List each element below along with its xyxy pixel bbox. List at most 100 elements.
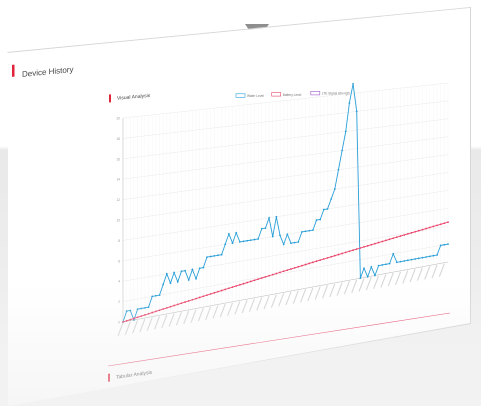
- data-point: [173, 304, 176, 307]
- data-point: [330, 198, 333, 200]
- data-point: [257, 238, 260, 240]
- data-point: [381, 264, 384, 266]
- data-point: [257, 278, 260, 281]
- data-point: [301, 264, 303, 267]
- data-point: [169, 305, 172, 308]
- data-point: [319, 218, 322, 221]
- data-point: [326, 208, 329, 210]
- data-point: [315, 219, 318, 221]
- data-point: [271, 235, 274, 238]
- data-point: [417, 257, 420, 260]
- data-point: [417, 229, 420, 232]
- data-point: [162, 308, 165, 310]
- data-point: [217, 254, 219, 257]
- data-point: [224, 243, 227, 246]
- data-point: [403, 260, 406, 262]
- y-tick-label: 8: [118, 239, 120, 243]
- legend-item: Battery Level: [271, 92, 302, 97]
- data-point: [282, 243, 285, 246]
- data-point: [297, 265, 300, 268]
- x-tick-label: [146, 317, 153, 331]
- x-tick-label: [212, 305, 219, 319]
- data-point: [421, 228, 424, 231]
- data-point: [403, 234, 406, 236]
- legend-label: Battery Level: [283, 93, 302, 97]
- x-tick-label: [358, 278, 365, 292]
- data-point: [238, 241, 241, 243]
- data-point: [304, 230, 307, 233]
- data-point: [173, 271, 176, 274]
- chart-legend: Water Level Battery Level LTE Signal Stren…: [235, 91, 350, 98]
- data-point: [169, 282, 172, 285]
- visual-accent-bar: [109, 94, 111, 103]
- data-point: [191, 298, 194, 301]
- data-point: [275, 215, 278, 218]
- data-point: [344, 251, 347, 254]
- data-point: [392, 237, 395, 240]
- data-point: [366, 275, 369, 278]
- data-point: [246, 239, 249, 242]
- data-point: [293, 241, 296, 244]
- data-point: [322, 258, 325, 260]
- x-tick-label: [278, 293, 285, 307]
- data-point: [184, 301, 186, 303]
- data-point: [125, 319, 128, 322]
- x-tick-label: [175, 312, 182, 326]
- section-tabular-title: Tabular Analysis: [116, 370, 153, 381]
- data-point: [377, 264, 380, 267]
- data-point: [385, 263, 387, 266]
- data-point: [436, 224, 438, 227]
- data-point: [293, 266, 296, 269]
- data-point: [421, 256, 424, 259]
- data-point: [377, 241, 380, 244]
- data-point: [348, 250, 351, 253]
- x-tick-label: [263, 295, 270, 310]
- data-point: [220, 289, 223, 292]
- data-point: [399, 235, 402, 237]
- x-tick-label: [190, 309, 197, 323]
- data-point: [136, 308, 139, 311]
- data-point: [220, 253, 223, 256]
- data-point: [154, 310, 157, 313]
- data-point: [374, 242, 376, 245]
- x-tick-label: [300, 289, 307, 303]
- line-chart: 0 2 4 6 8 10 12 14 16 18 20: [116, 82, 449, 337]
- grid-line-h: [122, 190, 449, 241]
- data-point: [122, 321, 124, 323]
- y-tick-label: 16: [116, 157, 120, 161]
- x-tick-label: [321, 285, 329, 299]
- data-point: [151, 311, 154, 314]
- data-point: [447, 221, 449, 224]
- data-point: [158, 309, 161, 312]
- data-point: [231, 286, 234, 289]
- data-point: [286, 233, 289, 236]
- data-point: [271, 273, 274, 276]
- x-tick-label: [402, 270, 409, 284]
- data-point: [326, 256, 329, 259]
- data-point: [227, 287, 230, 290]
- data-point: [176, 281, 179, 283]
- y-tick-label: 20: [116, 117, 120, 121]
- x-tick-label: [227, 302, 234, 316]
- x-tick-label: [380, 274, 387, 288]
- data-point: [129, 309, 132, 312]
- legend-item: LTE Signal Strength: [310, 91, 350, 96]
- data-point: [224, 288, 227, 291]
- data-point: [311, 229, 314, 232]
- data-point: [374, 274, 376, 277]
- x-tick-label: [270, 294, 277, 308]
- data-point: [264, 275, 267, 278]
- data-point: [425, 227, 427, 230]
- data-point: [432, 254, 435, 257]
- x-tick-label: [183, 310, 190, 325]
- x-tick-label: [139, 318, 146, 333]
- data-point: [249, 239, 252, 242]
- x-tick-label: [409, 268, 416, 283]
- x-tick-label: [219, 303, 226, 318]
- y-tick-label: 10: [116, 219, 120, 223]
- data-point: [217, 290, 219, 293]
- data-point: [165, 272, 168, 275]
- x-tick-label: [285, 291, 292, 306]
- x-tick-label: [336, 282, 343, 296]
